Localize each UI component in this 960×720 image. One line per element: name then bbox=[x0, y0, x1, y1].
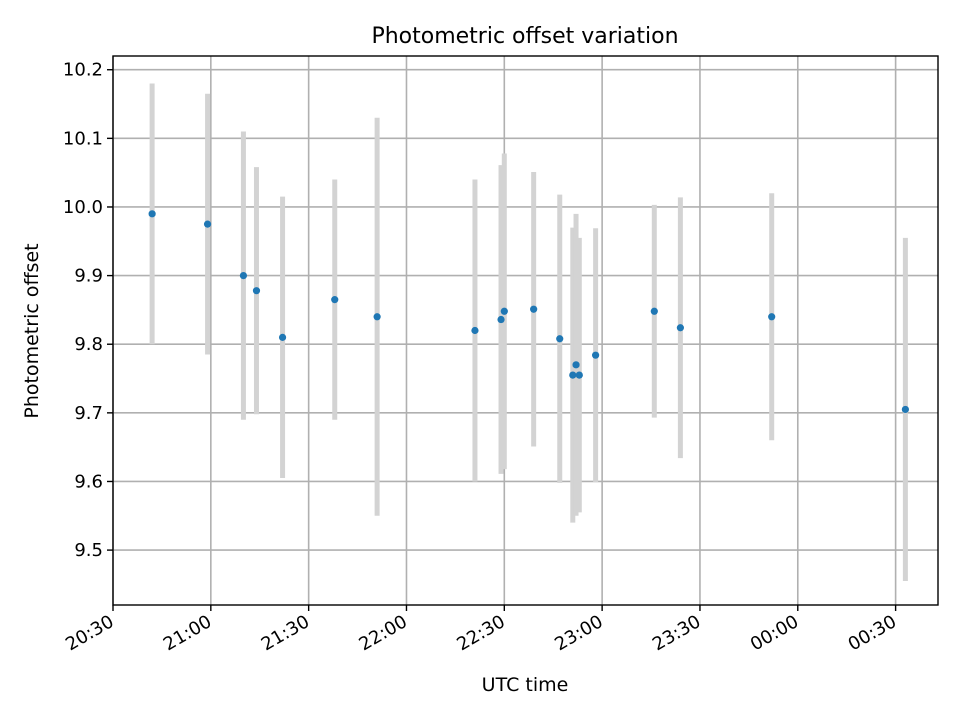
data-point bbox=[252, 287, 261, 295]
grid-layer bbox=[112, 56, 938, 605]
data-point bbox=[278, 333, 287, 341]
y-tick-label: 10.2 bbox=[63, 60, 103, 81]
y-tick-label: 9.8 bbox=[74, 334, 103, 355]
data-point bbox=[556, 335, 564, 343]
data-point bbox=[239, 272, 248, 280]
chart-title: Photometric offset variation bbox=[371, 24, 678, 49]
y-tick-label: 9.6 bbox=[74, 471, 103, 492]
data-point bbox=[575, 371, 583, 379]
y-tick-label: 10.0 bbox=[63, 197, 103, 218]
y-axis-label: Photometric offset bbox=[21, 243, 43, 418]
point-layer bbox=[148, 210, 909, 414]
data-point bbox=[676, 324, 684, 332]
data-point bbox=[768, 313, 776, 321]
data-point bbox=[471, 326, 479, 335]
data-point bbox=[530, 305, 538, 313]
y-tick-label: 9.9 bbox=[74, 266, 103, 287]
data-point bbox=[901, 405, 909, 414]
data-point bbox=[572, 361, 580, 369]
y-tick-label: 9.5 bbox=[74, 540, 103, 561]
data-point bbox=[331, 296, 339, 304]
data-point bbox=[497, 315, 505, 324]
data-point bbox=[373, 313, 381, 321]
data-point bbox=[650, 307, 658, 315]
data-point bbox=[148, 210, 156, 218]
data-point bbox=[569, 371, 577, 379]
plot-frame bbox=[112, 55, 939, 606]
y-tick-label: 9.7 bbox=[74, 403, 103, 424]
data-point bbox=[203, 220, 212, 228]
x-axis-label: UTC time bbox=[482, 674, 569, 696]
data-point bbox=[592, 351, 600, 359]
data-point bbox=[500, 307, 508, 315]
y-tick-label: 10.1 bbox=[63, 128, 103, 149]
